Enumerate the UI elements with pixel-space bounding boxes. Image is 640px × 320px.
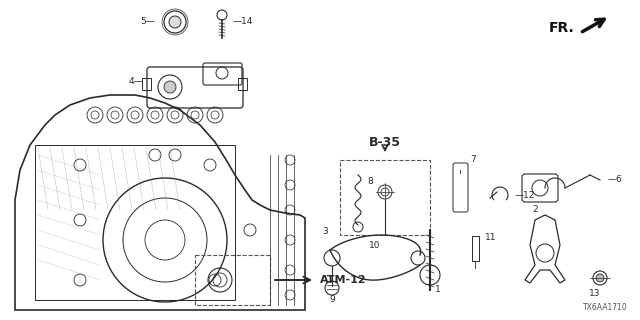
Text: 1: 1 [435,285,441,294]
Text: —12: —12 [515,190,536,199]
Text: B-35: B-35 [369,135,401,148]
Text: FR.: FR. [549,21,575,35]
Circle shape [164,81,176,93]
Text: TX6AA1710: TX6AA1710 [583,303,628,312]
Text: 3: 3 [322,228,328,236]
Bar [238,78,247,90]
Circle shape [169,16,181,28]
Bar [142,78,151,90]
Bar [195,255,270,305]
Text: 5—: 5— [140,18,155,27]
Bar [340,160,430,235]
Text: 2: 2 [532,205,538,214]
Text: 7: 7 [470,156,476,164]
Text: 11: 11 [485,234,497,243]
Bar [472,236,479,261]
Text: —14: —14 [233,18,253,27]
Text: 13: 13 [589,289,601,298]
Text: 4—: 4— [129,77,143,86]
Circle shape [596,274,604,282]
Text: —6: —6 [608,175,623,185]
Text: 9: 9 [329,295,335,305]
Text: 10: 10 [369,241,380,250]
Text: 8: 8 [367,178,373,187]
Text: ATM-12: ATM-12 [320,275,367,285]
Bar [35,145,235,300]
